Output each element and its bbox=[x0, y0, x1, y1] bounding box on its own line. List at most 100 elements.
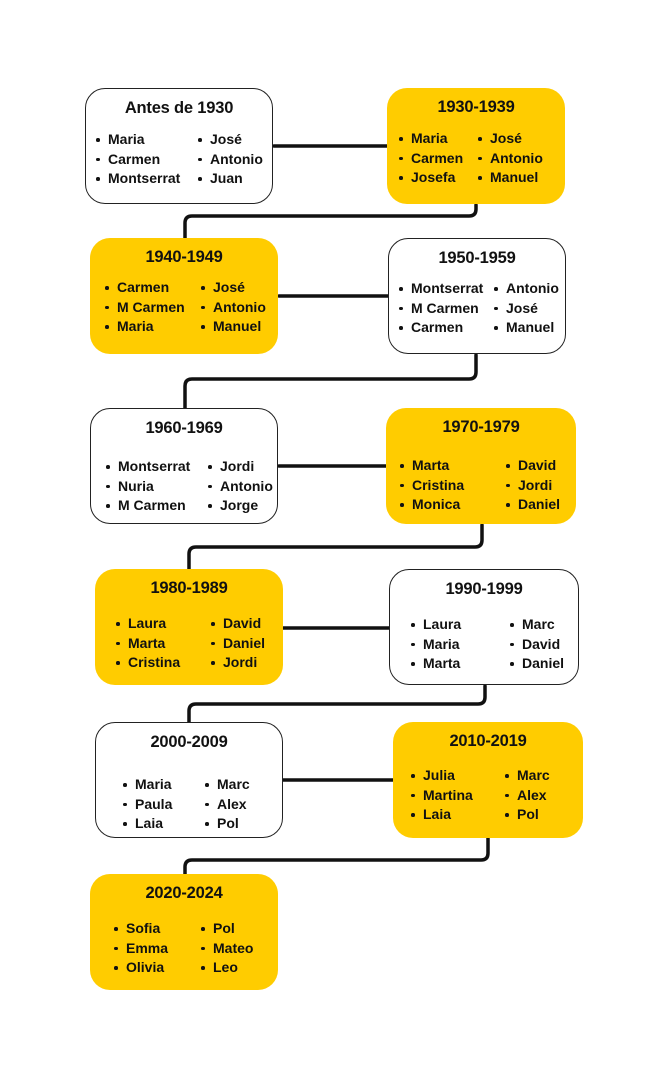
name-item: Antonio bbox=[476, 149, 543, 169]
name-item: Cristina bbox=[398, 476, 464, 496]
name-item: Marta bbox=[398, 456, 464, 476]
name-item: Carmen bbox=[397, 318, 483, 338]
name-item: Carmen bbox=[103, 278, 185, 298]
name-item: David bbox=[209, 614, 265, 634]
names-column-2: Pol Mateo Leo bbox=[199, 919, 253, 978]
name-item: José bbox=[492, 299, 559, 319]
names-column-2: José Antonio Manuel bbox=[199, 278, 266, 337]
name-item: M Carmen bbox=[397, 299, 483, 319]
name-item: Laia bbox=[121, 814, 172, 834]
names-column-1: Marta Cristina Monica bbox=[398, 456, 464, 515]
name-item: Paula bbox=[121, 795, 172, 815]
name-item: Juan bbox=[196, 169, 263, 189]
period-title: 2020-2024 bbox=[145, 884, 223, 902]
connector-turn bbox=[187, 523, 484, 571]
name-item: Maria bbox=[94, 130, 180, 150]
name-item: David bbox=[504, 456, 560, 476]
name-item: Carmen bbox=[94, 150, 180, 170]
name-item: Daniel bbox=[504, 495, 560, 515]
name-item: Marc bbox=[203, 775, 250, 795]
name-item: Montserrat bbox=[104, 457, 190, 477]
name-item: José bbox=[476, 129, 543, 149]
name-item: Maria bbox=[397, 129, 463, 149]
name-item: Alex bbox=[203, 795, 250, 815]
name-item: Monica bbox=[398, 495, 464, 515]
names-column-2: Jordi Antonio Jorge bbox=[206, 457, 273, 516]
period-title: 1990-1999 bbox=[445, 580, 523, 598]
name-item: José bbox=[196, 130, 263, 150]
period-title: 1980-1989 bbox=[150, 579, 228, 597]
name-item: Montserrat bbox=[94, 169, 180, 189]
period-box-antes-1930: Antes de 1930 Maria Carmen Montserrat Jo… bbox=[85, 88, 273, 204]
period-box-2020-2024: 2020-2024 Sofia Emma Olivia Pol Mateo Le… bbox=[90, 874, 278, 990]
names-column-1: Laura Maria Marta bbox=[409, 615, 461, 674]
names-column-1: Maria Paula Laia bbox=[121, 775, 172, 834]
name-item: Maria bbox=[121, 775, 172, 795]
names-column-2: David Jordi Daniel bbox=[504, 456, 560, 515]
name-item: Pol bbox=[203, 814, 250, 834]
name-item: Manuel bbox=[199, 317, 266, 337]
name-item: Antonio bbox=[196, 150, 263, 170]
name-item: Pol bbox=[503, 805, 550, 825]
period-title: 1940-1949 bbox=[145, 248, 223, 266]
name-item: Carmen bbox=[397, 149, 463, 169]
period-box-1940-1949: 1940-1949 Carmen M Carmen Maria José Ant… bbox=[90, 238, 278, 354]
names-column-2: Marc Alex Pol bbox=[503, 766, 550, 825]
name-item: Olivia bbox=[112, 958, 168, 978]
names-column-1: Montserrat Nuria M Carmen bbox=[104, 457, 190, 516]
period-title: 1970-1979 bbox=[442, 418, 520, 436]
period-box-1950-1959: 1950-1959 Montserrat M Carmen Carmen Ant… bbox=[388, 238, 566, 354]
name-item: Mateo bbox=[199, 939, 253, 959]
name-item: Daniel bbox=[508, 654, 564, 674]
name-item: Josefa bbox=[397, 168, 463, 188]
name-item: Montserrat bbox=[397, 279, 483, 299]
name-item: José bbox=[199, 278, 266, 298]
period-box-1970-1979: 1970-1979 Marta Cristina Monica David Jo… bbox=[386, 408, 576, 524]
name-item: Laura bbox=[409, 615, 461, 635]
name-item: Manuel bbox=[476, 168, 543, 188]
period-title: 2000-2009 bbox=[150, 733, 228, 751]
names-column-1: Sofia Emma Olivia bbox=[112, 919, 168, 978]
names-column-2: Antonio José Manuel bbox=[492, 279, 559, 338]
names-column-1: Maria Carmen Josefa bbox=[397, 129, 463, 188]
names-column-1: Julia Martina Laia bbox=[409, 766, 473, 825]
names-column-2: José Antonio Juan bbox=[196, 130, 263, 189]
name-item: Pol bbox=[199, 919, 253, 939]
name-item: Laia bbox=[409, 805, 473, 825]
period-title: 1950-1959 bbox=[438, 249, 516, 267]
name-item: Manuel bbox=[492, 318, 559, 338]
names-column-1: Maria Carmen Montserrat bbox=[94, 130, 180, 189]
name-item: Julia bbox=[409, 766, 473, 786]
connector-turn bbox=[183, 836, 490, 876]
names-column-2: Marc Alex Pol bbox=[203, 775, 250, 834]
name-item: Sofia bbox=[112, 919, 168, 939]
name-item: Cristina bbox=[114, 653, 180, 673]
period-box-1960-1969: 1960-1969 Montserrat Nuria M Carmen Jord… bbox=[90, 408, 278, 524]
period-title: 1930-1939 bbox=[437, 98, 515, 116]
period-box-1980-1989: 1980-1989 Laura Marta Cristina David Dan… bbox=[95, 569, 283, 685]
period-title: 2010-2019 bbox=[449, 732, 527, 750]
name-item: Marta bbox=[409, 654, 461, 674]
period-title: Antes de 1930 bbox=[124, 99, 234, 117]
name-item: Jordi bbox=[209, 653, 265, 673]
period-box-2000-2009: 2000-2009 Maria Paula Laia Marc Alex Pol bbox=[95, 722, 283, 838]
names-column-1: Carmen M Carmen Maria bbox=[103, 278, 185, 337]
name-item: M Carmen bbox=[103, 298, 185, 318]
name-item: Marc bbox=[508, 615, 564, 635]
name-item: Emma bbox=[112, 939, 168, 959]
name-item: Jordi bbox=[504, 476, 560, 496]
name-item: Jorge bbox=[206, 496, 273, 516]
connector-turn bbox=[183, 353, 478, 410]
period-box-1930-1939: 1930-1939 Maria Carmen Josefa José Anton… bbox=[387, 88, 565, 204]
name-item: Marta bbox=[114, 634, 180, 654]
name-item: Antonio bbox=[206, 477, 273, 497]
name-item: Laura bbox=[114, 614, 180, 634]
period-title: 1960-1969 bbox=[145, 419, 223, 437]
name-item: Antonio bbox=[492, 279, 559, 299]
period-box-1990-1999: 1990-1999 Laura Maria Marta Marc David D… bbox=[389, 569, 579, 685]
name-item: Jordi bbox=[206, 457, 273, 477]
name-item: Antonio bbox=[199, 298, 266, 318]
names-column-1: Laura Marta Cristina bbox=[114, 614, 180, 673]
names-column-2: David Daniel Jordi bbox=[209, 614, 265, 673]
